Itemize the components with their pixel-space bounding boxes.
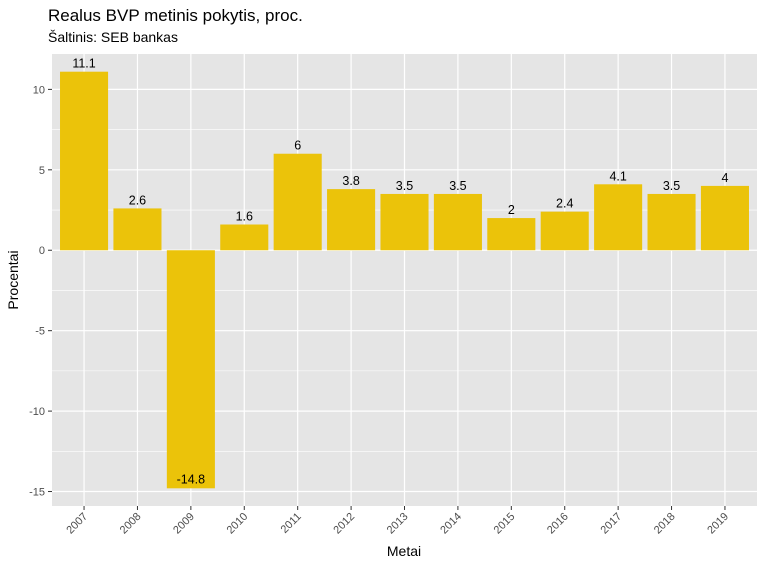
data-label: 4.1 [609, 169, 626, 183]
x-tick-label: 2007 [64, 511, 90, 537]
y-tick-label: 10 [33, 84, 45, 96]
data-label: -14.8 [177, 472, 206, 486]
x-tick-label: 2012 [331, 511, 357, 537]
x-tick-label: 2015 [492, 511, 518, 537]
x-tick-label: 2019 [705, 511, 731, 537]
x-tick-label: 2010 [225, 511, 251, 537]
data-label: 2.4 [556, 197, 573, 211]
bar [700, 185, 749, 251]
bar [380, 193, 429, 251]
data-label: 3.8 [342, 174, 359, 188]
data-label: 1.6 [236, 210, 253, 224]
bar [273, 153, 322, 251]
bar [327, 189, 376, 251]
data-label: 3.5 [396, 179, 413, 193]
bar [487, 218, 536, 251]
x-tick-label: 2018 [652, 511, 678, 537]
y-tick-label: -5 [35, 326, 45, 338]
x-axis-ticks: 2007 2008 2009 2010 2011 2012 2013 2014 2015 2016… [64, 506, 731, 536]
bar [166, 250, 215, 489]
y-tick-label: 5 [39, 165, 45, 177]
bar [60, 71, 109, 251]
chart-title: Realus BVP metinis pokytis, proc. [48, 6, 303, 25]
bar [540, 211, 589, 251]
chart-subtitle: Šaltinis: SEB bankas [48, 29, 178, 45]
bar [433, 193, 482, 251]
data-label: 4 [721, 171, 728, 185]
data-label: 2 [508, 203, 515, 217]
data-label: 2.6 [129, 193, 146, 207]
x-tick-label: 2014 [438, 511, 464, 537]
data-label: 11.1 [72, 57, 95, 71]
y-tick-label: -15 [29, 487, 45, 499]
data-labels: 11.1 2.6 -14.8 1.6 6 3.8 3.5 3.5 2 2.4 4.1 3.5 4 [72, 57, 728, 487]
y-axis-title: Procentai [5, 250, 21, 309]
bar [113, 208, 162, 251]
data-label: 3.5 [663, 179, 680, 193]
y-tick-label: -10 [29, 406, 45, 418]
bars [60, 71, 749, 489]
x-tick-label: 2009 [171, 511, 197, 537]
data-label: 3.5 [449, 179, 466, 193]
x-tick-label: 2008 [118, 511, 144, 537]
y-axis-ticks: -15 -10 -5 0 5 10 [29, 84, 52, 499]
bar [594, 184, 643, 251]
bar [220, 224, 269, 251]
x-tick-label: 2013 [385, 511, 411, 537]
data-label: 6 [294, 139, 301, 153]
x-tick-label: 2017 [598, 511, 624, 537]
y-tick-label: 0 [39, 245, 45, 257]
x-axis-title: Metai [387, 543, 421, 559]
x-tick-label: 2016 [545, 511, 571, 537]
bar [647, 193, 696, 251]
x-tick-label: 2011 [279, 511, 304, 536]
